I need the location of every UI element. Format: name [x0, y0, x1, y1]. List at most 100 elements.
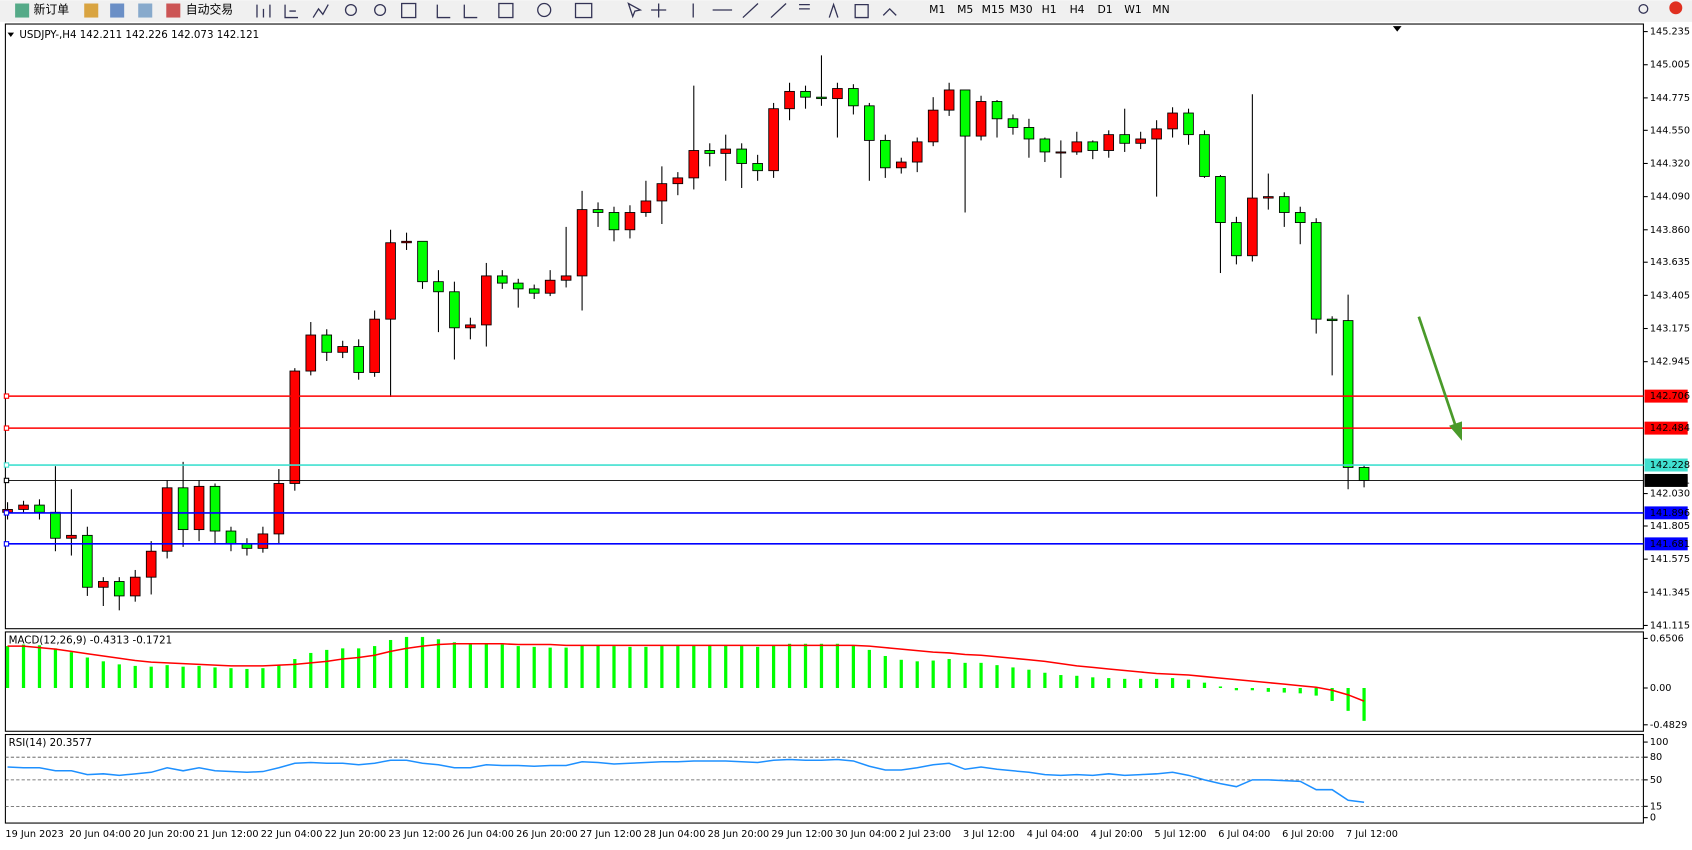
macd-bar [277, 665, 281, 688]
candle-body [1135, 138, 1146, 144]
x-tick-label: 22 Jun 20:00 [325, 829, 387, 840]
icon[interactable] [882, 7, 897, 16]
level-label-bg [1644, 473, 1688, 487]
macd-bar [341, 648, 345, 688]
macd-bar [133, 665, 137, 688]
macd-bar [724, 645, 728, 688]
timeframe-button[interactable]: M1 [929, 3, 945, 16]
timeframe-button[interactable]: H4 [1070, 3, 1085, 16]
candle-body [943, 89, 955, 111]
candle-body [895, 161, 907, 169]
candle-body [608, 212, 620, 231]
candle-body [496, 275, 508, 284]
icon[interactable] [498, 2, 514, 19]
candle-body [752, 163, 763, 172]
y-tick-label: 144.090 [1650, 192, 1690, 203]
macd-bar [979, 662, 983, 688]
candle-body [624, 212, 636, 231]
macd-panel [4, 631, 1644, 732]
macd-bar [548, 647, 552, 688]
candle-body [880, 139, 891, 169]
icon[interactable] [627, 2, 810, 19]
x-tick-label: 7 Jul 12:00 [1346, 829, 1398, 840]
timeframe-button[interactable]: M5 [957, 3, 973, 16]
icon[interactable] [436, 4, 478, 19]
candle-body [401, 240, 412, 244]
icon[interactable] [574, 2, 593, 19]
y-tick-label: 0.6506 [1650, 633, 1684, 644]
icon[interactable] [828, 2, 869, 19]
macd-bar [708, 645, 712, 688]
macd-bar [53, 648, 58, 688]
candle-body [704, 150, 716, 154]
level-label-bg [1644, 458, 1688, 472]
auto-trading-button[interactable]: 自动交易 [186, 2, 233, 16]
candle-body [816, 96, 827, 100]
macd-bar [676, 646, 680, 688]
icon[interactable] [312, 4, 329, 18]
x-tick-label: 21 Jun 12:00 [197, 829, 259, 840]
level-label: 142.121 [1650, 475, 1690, 486]
timeframe-button[interactable]: M15 [982, 3, 1005, 16]
macd-bar [293, 659, 297, 688]
candle-body [864, 105, 875, 141]
timeframe-button[interactable]: M30 [1010, 3, 1033, 16]
candle-body [911, 141, 923, 163]
new-order-button[interactable]: 新订单 [33, 2, 69, 16]
candle-body [433, 281, 444, 293]
x-tick-label: 3 Jul 12:00 [963, 829, 1015, 840]
timeframe-button[interactable]: W1 [1124, 3, 1142, 16]
macd-bar [1282, 687, 1286, 693]
y-tick-label: 143.175 [1650, 324, 1690, 335]
y-tick-label: -0.4829 [1650, 720, 1687, 731]
y-tick-label: 141.575 [1650, 554, 1690, 565]
icon[interactable] [344, 3, 357, 17]
macd-bar [851, 645, 856, 688]
y-tick-label: 141.805 [1650, 521, 1690, 532]
timeframe-button[interactable]: MN [1152, 3, 1169, 16]
candle-body [1055, 151, 1067, 154]
x-tick-label: 30 Jun 04:00 [835, 829, 897, 840]
x-tick-label: 4 Jul 04:00 [1027, 829, 1079, 840]
y-tick-label: 15 [1650, 801, 1662, 812]
level-label-bg [1644, 537, 1688, 551]
candle-body [1215, 176, 1226, 224]
icon[interactable] [537, 2, 552, 18]
y-tick-label: 0 [1650, 813, 1656, 824]
icon[interactable] [256, 4, 271, 18]
icon[interactable] [401, 2, 417, 19]
macd-bar [803, 643, 808, 688]
notification-badge[interactable] [1669, 1, 1683, 15]
candle-body [736, 148, 747, 164]
macd-bar [5, 646, 10, 688]
macd-bar [516, 646, 520, 688]
timeframe-button[interactable]: D1 [1097, 3, 1112, 16]
candle-body [50, 511, 61, 539]
search-icon[interactable] [1638, 3, 1649, 14]
x-tick-label: 22 Jun 04:00 [261, 829, 323, 840]
icon[interactable] [138, 3, 153, 18]
y-tick-label: 144.775 [1650, 93, 1690, 104]
icon[interactable] [84, 3, 99, 18]
icon[interactable] [284, 4, 299, 19]
candle-body [177, 487, 189, 531]
level-marker [3, 462, 10, 468]
candle-body [959, 89, 971, 137]
x-tick-label: 28 Jun 04:00 [644, 829, 706, 840]
candle-body [209, 485, 221, 532]
icon[interactable] [374, 3, 387, 17]
timeframe-button[interactable]: H1 [1042, 3, 1057, 16]
icon[interactable] [166, 3, 181, 18]
candle-body [544, 279, 556, 294]
macd-bar [117, 664, 121, 688]
candle-body [193, 485, 205, 531]
candle-body [528, 288, 540, 294]
icon[interactable] [15, 3, 30, 18]
candle-body [161, 487, 173, 552]
level-marker [3, 541, 10, 547]
macd-bar [229, 668, 233, 688]
macd-bar [404, 636, 409, 688]
icon[interactable] [110, 3, 125, 18]
level-label-bg [1644, 506, 1688, 520]
